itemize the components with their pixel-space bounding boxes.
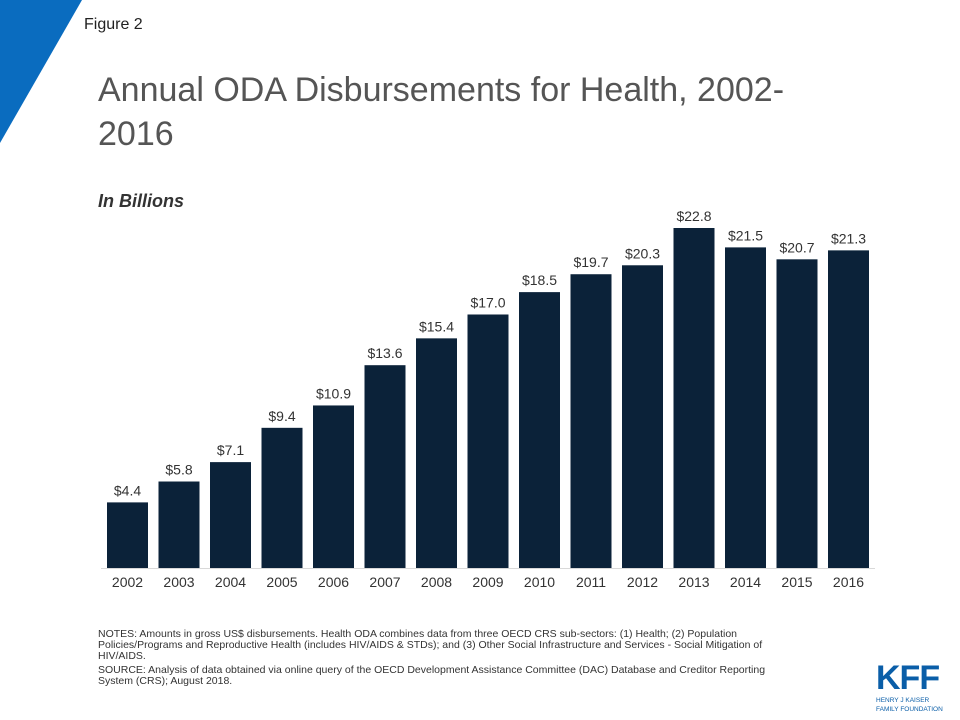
- x-tick-label-2010: 2010: [524, 574, 555, 590]
- data-label-2003: $5.8: [165, 462, 192, 478]
- notes-section: NOTES: Amounts in gross US$ disbursement…: [98, 629, 798, 690]
- bar-2011: [570, 274, 612, 568]
- logo-line2: FAMILY FOUNDATION: [876, 706, 943, 713]
- x-tick-label-2011: 2011: [576, 574, 606, 590]
- x-tick-label-2008: 2008: [421, 574, 452, 590]
- data-label-2002: $4.4: [114, 482, 141, 498]
- data-label-2013: $22.8: [676, 208, 711, 224]
- data-label-2010: $18.5: [522, 272, 557, 288]
- x-tick-label-2014: 2014: [730, 574, 761, 590]
- x-tick-label-2012: 2012: [627, 574, 658, 590]
- bar-2016: [828, 250, 869, 569]
- x-tick-label-2013: 2013: [678, 574, 709, 590]
- data-label-2007: $13.6: [367, 345, 402, 361]
- bar-2010: [519, 292, 560, 568]
- data-label-2008: $15.4: [419, 318, 454, 334]
- bar-2015: [776, 259, 818, 568]
- data-label-2015: $20.7: [779, 239, 814, 255]
- x-tick-label-2005: 2005: [266, 574, 297, 590]
- x-tick-label-2003: 2003: [163, 574, 194, 590]
- kff-logo: KFF HENRY J KAISER FAMILY FOUNDATION: [876, 661, 946, 713]
- bar-2003: [158, 481, 200, 568]
- bar-2005: [261, 427, 303, 568]
- bar-2004: [210, 462, 251, 568]
- bar-chart: $4.4 2002 $5.8 2003 $7.1 2004 $9.4 2005 $10.9 200…: [101, 208, 875, 590]
- bar-2012: [622, 265, 663, 568]
- data-label-2006: $10.9: [316, 385, 351, 401]
- data-label-2004: $7.1: [217, 442, 244, 458]
- x-tick-label-2009: 2009: [472, 574, 503, 590]
- data-label-2016: $21.3: [831, 230, 866, 246]
- source-text: SOURCE: Analysis of data obtained via on…: [98, 664, 766, 687]
- x-tick-label-2002: 2002: [112, 574, 143, 590]
- data-label-2012: $20.3: [625, 245, 660, 261]
- bar-2007: [364, 365, 406, 568]
- notes-text: NOTES: Amounts in gross US$ disbursement…: [98, 628, 763, 662]
- bar-2002: [107, 502, 148, 568]
- figure-label: Figure 2: [84, 16, 143, 33]
- x-tick-label-2016: 2016: [833, 574, 864, 590]
- chart-title: Annual ODA Disbursements for Health, 200…: [98, 71, 785, 153]
- x-tick-label-2015: 2015: [781, 574, 812, 590]
- x-tick-label-2006: 2006: [318, 574, 349, 590]
- chart-subtitle: In Billions: [98, 191, 185, 211]
- bar-2013: [673, 228, 715, 568]
- bar-2009: [467, 314, 509, 568]
- bar-2014: [725, 247, 766, 568]
- x-tick-label-2004: 2004: [215, 574, 246, 590]
- bar-2008: [416, 338, 457, 568]
- data-label-2009: $17.0: [470, 294, 505, 310]
- x-tick-label-2007: 2007: [369, 574, 400, 590]
- data-label-2014: $21.5: [728, 227, 763, 243]
- logo-mark: KFF: [876, 659, 940, 697]
- bar-2006: [313, 405, 354, 568]
- corner-accent-triangle: [0, 0, 82, 143]
- logo-line1: HENRY J KAISER: [876, 697, 930, 704]
- data-label-2011: $19.7: [573, 254, 608, 270]
- data-label-2005: $9.4: [268, 408, 295, 424]
